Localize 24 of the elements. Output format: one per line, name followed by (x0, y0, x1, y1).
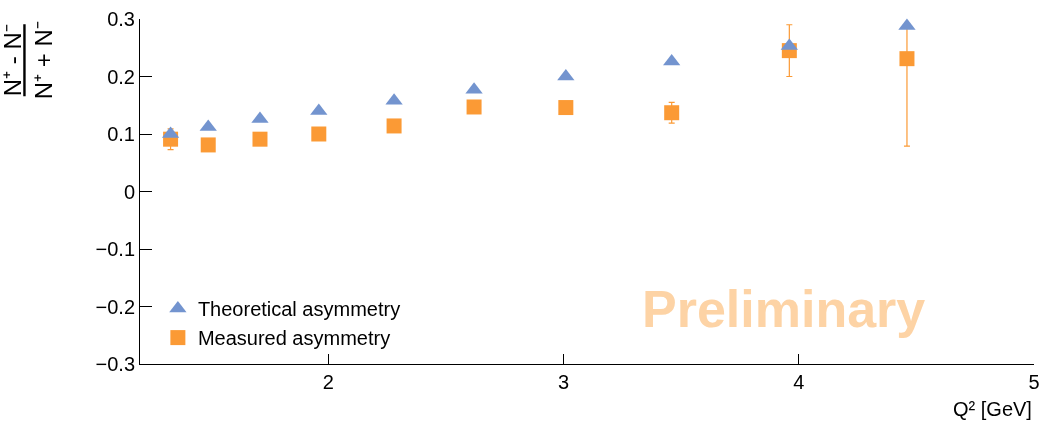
point (466, 99, 482, 115)
y-axis-title: N⁺ - N⁻ N⁺ + N⁻ (0, 21, 58, 100)
y-tick-label: 0.1 (107, 123, 135, 145)
point (664, 105, 680, 121)
point (311, 126, 327, 142)
legend-label: Measured asymmetry (197, 327, 391, 350)
point (200, 137, 216, 153)
x-tick-label: 5 (1028, 371, 1040, 393)
x-axis-title: Q² [GeV] (953, 398, 1032, 420)
x-tick-label: 4 (793, 371, 805, 393)
y-tick-label: −0.2 (95, 295, 135, 318)
x-tick-label: 2 (322, 371, 334, 393)
point (252, 131, 268, 147)
x-tick-label: 3 (557, 371, 570, 393)
y-tick-label: 0.2 (107, 65, 135, 88)
y-tick-label: −0.3 (95, 353, 135, 375)
legend-label: Theoretical asymmetry (197, 298, 401, 321)
y-tick-label: 0 (123, 180, 135, 203)
point (899, 51, 915, 67)
y-tick-label: −0.1 (95, 238, 135, 260)
annotation: Preliminary (642, 280, 926, 338)
y-tick-label: 0.3 (107, 8, 135, 30)
point (386, 118, 402, 134)
point (558, 100, 574, 116)
